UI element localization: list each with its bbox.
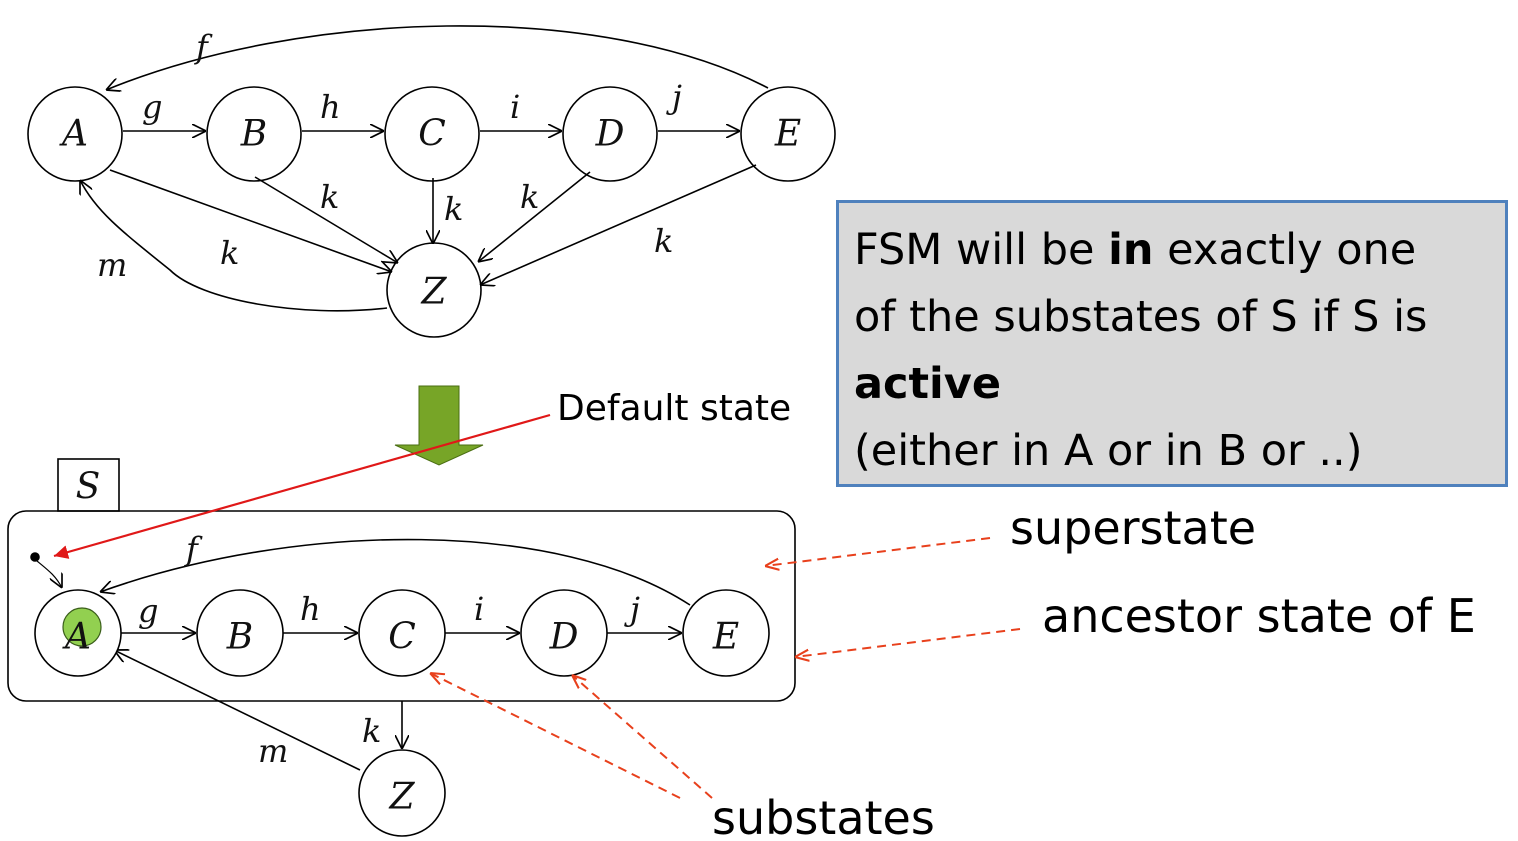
info-line-4: (either in A or in B or ..) (854, 426, 1363, 476)
top-state-b (206, 86, 302, 182)
bottom-state-d (520, 589, 608, 677)
ancestor-label: ancestor state of E (1042, 589, 1476, 643)
bottom-state-a-label: A (62, 617, 91, 658)
substates-label: substates (712, 791, 935, 841)
top-label-k3: k (444, 190, 463, 228)
top-state-e (740, 86, 836, 182)
bottom-state-labels: S A B C D E Z f g h i j k m (62, 467, 739, 818)
default-state-label: Default state (557, 388, 791, 429)
bottom-label-k: k (362, 712, 381, 750)
top-label-g: g (142, 88, 162, 126)
top-diagram (27, 25, 836, 338)
initial-dot (30, 552, 40, 562)
bottom-state-z (358, 749, 446, 837)
superstate-label-text: superstate (1010, 501, 1256, 555)
top-label-h: h (320, 88, 341, 126)
bottom-state-b-label: B (226, 617, 253, 658)
top-label-k4: k (520, 178, 539, 216)
top-edge-f (106, 25, 769, 90)
info-line-2: of the substates of S if S is (854, 292, 1428, 342)
bottom-label-i: i (474, 590, 484, 628)
bottom-state-c (358, 589, 446, 677)
default-state-pointer (53, 413, 551, 559)
bottom-edge-f (100, 538, 691, 606)
info-line-3: active (854, 359, 1001, 409)
info-line-1: FSM will be in exactly one (854, 225, 1417, 275)
bottom-label-j: j (624, 590, 640, 628)
bottom-state-c-label: C (388, 617, 416, 658)
ancestor-pointer (795, 628, 1021, 657)
superstate-tab (57, 458, 120, 512)
top-state-c (384, 86, 480, 182)
top-edge-m (80, 180, 388, 312)
transform-arrow (394, 385, 484, 466)
top-state-a (27, 86, 123, 182)
bottom-state-d-label: D (549, 617, 579, 658)
top-state-e-label: E (774, 114, 801, 155)
top-edge-k-e (480, 164, 757, 285)
top-label-k5: k (654, 222, 673, 260)
initial-transition (36, 560, 62, 588)
top-state-c-label: C (418, 114, 446, 155)
top-label-m: m (97, 246, 127, 284)
bottom-state-b (196, 589, 284, 677)
top-state-d-label: D (595, 114, 625, 155)
bottom-state-z-label: Z (388, 777, 415, 818)
bottom-label-g: g (138, 592, 158, 630)
top-edge-k-b (254, 176, 398, 263)
top-label-k2: k (320, 178, 339, 216)
annotations: Default state superstate ancestor state … (53, 388, 1476, 841)
bottom-state-a-active (62, 607, 102, 647)
superstate-pointer (765, 537, 991, 566)
top-edge-k-a (109, 169, 392, 272)
top-label-j: j (666, 78, 682, 116)
top-state-z-label: Z (420, 272, 447, 313)
bottom-diagram (7, 458, 796, 837)
top-state-z (386, 242, 482, 338)
bottom-label-h: h (300, 590, 321, 628)
bottom-state-e (682, 589, 770, 677)
top-state-d (562, 86, 658, 182)
top-label-i: i (510, 88, 520, 126)
top-label-k1: k (220, 234, 239, 272)
bottom-edge-m (114, 650, 361, 771)
top-edge-k-d (478, 171, 591, 262)
bottom-label-m: m (258, 732, 288, 770)
substates-pointer-d (572, 675, 713, 799)
info-box: FSM will be in exactly one of the substa… (836, 200, 1508, 487)
top-label-f: f (194, 28, 213, 66)
superstate-label: S (76, 467, 101, 508)
substates-pointer-c (430, 673, 681, 799)
bottom-state-e-label: E (712, 617, 739, 658)
top-state-a-label: A (59, 114, 88, 155)
top-state-b-label: B (240, 114, 267, 155)
